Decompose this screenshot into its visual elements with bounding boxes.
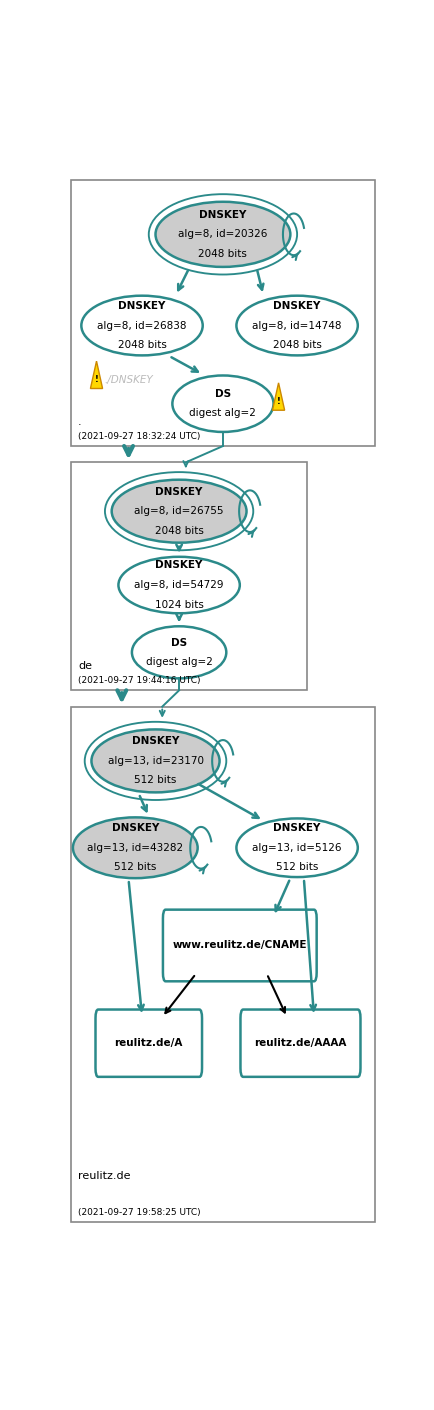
Text: alg=13, id=23170: alg=13, id=23170 (107, 756, 203, 766)
Text: DNSKEY: DNSKEY (199, 210, 246, 220)
Ellipse shape (81, 296, 202, 355)
Text: 512 bits: 512 bits (134, 776, 176, 785)
Text: alg=8, id=26838: alg=8, id=26838 (97, 320, 186, 330)
Text: (2021-09-27 19:44:16 UTC): (2021-09-27 19:44:16 UTC) (78, 675, 200, 685)
Text: alg=13, id=43282: alg=13, id=43282 (87, 843, 183, 853)
Text: alg=8, id=20326: alg=8, id=20326 (178, 230, 267, 240)
Text: 1024 bits: 1024 bits (155, 599, 203, 609)
Ellipse shape (172, 375, 273, 431)
Ellipse shape (236, 296, 357, 355)
Text: digest alg=2: digest alg=2 (145, 657, 212, 667)
Text: DNSKEY: DNSKEY (155, 561, 202, 571)
FancyBboxPatch shape (240, 1010, 360, 1077)
Text: reulitz.de/A: reulitz.de/A (114, 1038, 183, 1048)
Ellipse shape (236, 818, 357, 877)
Text: DS: DS (214, 389, 230, 399)
Ellipse shape (73, 818, 197, 878)
Text: alg=13, id=5126: alg=13, id=5126 (252, 843, 341, 853)
Polygon shape (272, 384, 284, 410)
Text: (2021-09-27 18:32:24 UTC): (2021-09-27 18:32:24 UTC) (78, 431, 200, 440)
Polygon shape (90, 361, 102, 389)
Text: de: de (78, 661, 92, 671)
Text: (2021-09-27 19:58:25 UTC): (2021-09-27 19:58:25 UTC) (78, 1208, 200, 1217)
FancyBboxPatch shape (71, 706, 374, 1222)
Text: alg=8, id=26755: alg=8, id=26755 (134, 506, 224, 516)
Text: 2048 bits: 2048 bits (117, 340, 166, 350)
Ellipse shape (118, 557, 239, 613)
Text: !: ! (276, 398, 280, 406)
Text: alg=8, id=14748: alg=8, id=14748 (252, 320, 341, 330)
Text: reulitz.de/AAAA: reulitz.de/AAAA (254, 1038, 346, 1048)
Text: DNSKEY: DNSKEY (273, 823, 320, 833)
Text: !: ! (94, 375, 98, 384)
Text: 512 bits: 512 bits (114, 863, 156, 873)
FancyBboxPatch shape (71, 180, 374, 446)
Text: DS: DS (171, 637, 187, 647)
Text: www.reulitz.de/CNAME: www.reulitz.de/CNAME (172, 940, 306, 950)
Text: DNSKEY: DNSKEY (132, 736, 179, 746)
Text: ./DNSKEY: ./DNSKEY (104, 375, 153, 385)
Text: DNSKEY: DNSKEY (155, 486, 202, 496)
FancyBboxPatch shape (71, 462, 306, 691)
Text: DNSKEY: DNSKEY (112, 823, 158, 833)
Text: alg=8, id=54729: alg=8, id=54729 (134, 580, 224, 589)
Text: 2048 bits: 2048 bits (198, 250, 247, 259)
Text: digest alg=2: digest alg=2 (189, 409, 256, 419)
Text: 512 bits: 512 bits (275, 863, 318, 873)
Ellipse shape (112, 479, 246, 543)
FancyBboxPatch shape (95, 1010, 201, 1077)
Ellipse shape (91, 729, 219, 792)
Ellipse shape (155, 202, 290, 266)
Text: DNSKEY: DNSKEY (273, 300, 320, 312)
Ellipse shape (132, 626, 226, 678)
Text: DNSKEY: DNSKEY (118, 300, 165, 312)
Text: reulitz.de: reulitz.de (78, 1172, 130, 1182)
Text: .: . (78, 416, 82, 426)
Text: 2048 bits: 2048 bits (272, 340, 321, 350)
Text: 2048 bits: 2048 bits (155, 526, 203, 536)
FancyBboxPatch shape (163, 909, 316, 981)
